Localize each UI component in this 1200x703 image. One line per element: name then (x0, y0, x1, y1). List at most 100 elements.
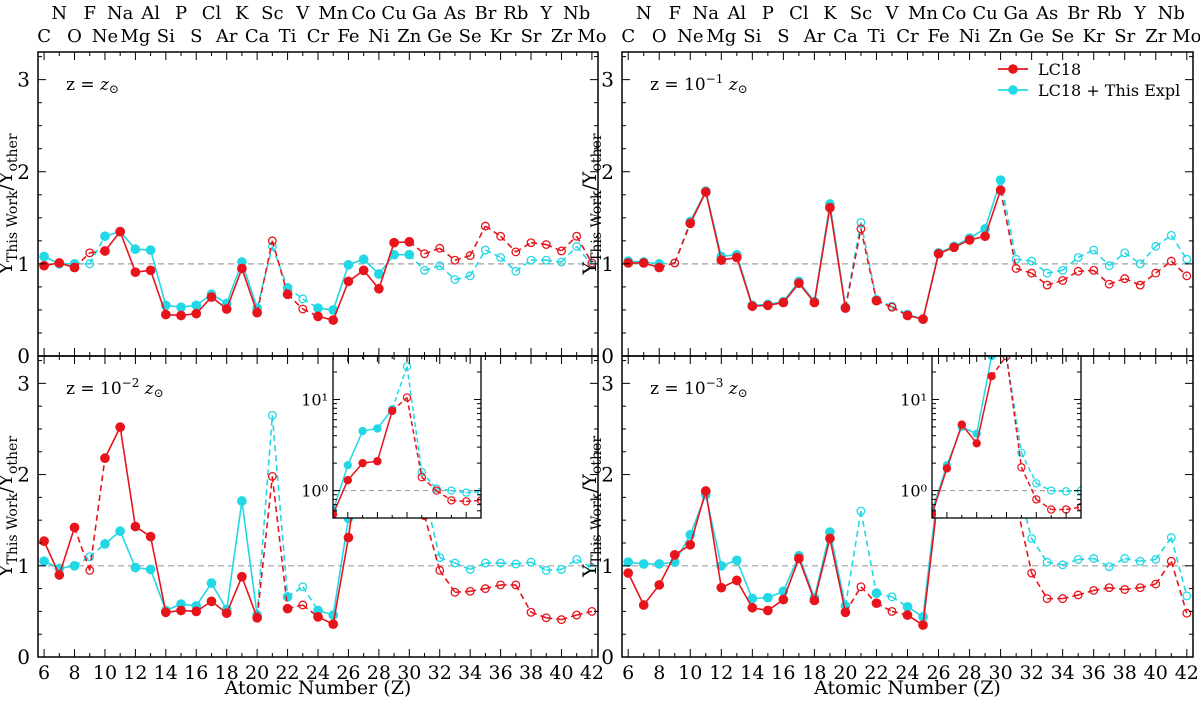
series-segment (225, 576, 243, 614)
data-point (572, 554, 582, 564)
series-segment (999, 190, 1017, 269)
data-point (557, 246, 566, 256)
series-segment (439, 556, 456, 564)
data-point (638, 559, 649, 569)
inset-segment (1005, 356, 1023, 468)
inset-segment (1035, 498, 1052, 511)
data-point (69, 522, 80, 533)
series-segment (485, 249, 501, 259)
data-point (856, 224, 866, 234)
data-point (1135, 259, 1145, 269)
element-symbol-top: Cu (381, 3, 406, 24)
ylabel-mid: /Y (0, 171, 17, 190)
series-segment (798, 558, 816, 601)
series-segment (1155, 260, 1172, 274)
element-symbol-top: K (235, 3, 249, 24)
inset-point (343, 475, 352, 485)
series-segment (332, 537, 350, 625)
element-symbol-top: P (762, 3, 774, 24)
data-point (1151, 579, 1161, 589)
panel-annotation: z = z⊙ (66, 75, 119, 96)
series-segment (546, 568, 562, 572)
data-point (763, 592, 773, 603)
data-point (85, 552, 95, 562)
data-point (130, 244, 141, 254)
series-segment (484, 225, 502, 237)
series-segment (58, 527, 76, 576)
legend-label: LC18 (1038, 60, 1081, 79)
xtick-label: 32 (428, 662, 452, 684)
element-symbol-top: Br (474, 3, 496, 24)
xtick-label: 22 (275, 662, 299, 684)
annotation-exponent: −2 (122, 376, 140, 390)
data-point (731, 575, 742, 586)
data-point (526, 255, 536, 265)
series-segment (149, 270, 167, 315)
data-point (450, 587, 460, 597)
inset-segment (975, 376, 993, 444)
data-point (358, 254, 369, 265)
xtick-label: 30 (397, 662, 421, 684)
data-point (526, 238, 536, 248)
element-symbol-bottom: O (652, 26, 667, 47)
inset-point (447, 486, 456, 495)
element-symbol-top: F (83, 3, 96, 24)
panel-annotation: z = 10−1 z⊙ (650, 72, 748, 96)
data-point (1011, 254, 1021, 264)
xtick-label: 8 (68, 662, 80, 684)
data-point (1058, 560, 1068, 570)
inset-background (932, 356, 1081, 518)
data-point (420, 249, 429, 259)
annotation-sun: ⊙ (109, 82, 119, 96)
data-point (871, 295, 882, 306)
data-point (541, 613, 551, 623)
ytick-label: 3 (17, 68, 30, 92)
xtick-label: 28 (367, 662, 391, 684)
series-segment (210, 582, 228, 610)
series-segment (515, 259, 532, 272)
inset-background (333, 356, 481, 518)
ytick-label: 0 (601, 645, 614, 669)
series-segment (439, 247, 456, 261)
data-point (374, 269, 384, 279)
data-point (282, 591, 293, 602)
data-point (980, 231, 990, 242)
data-point (1104, 562, 1114, 572)
data-point (1182, 591, 1192, 601)
series-segment (1016, 258, 1032, 262)
series-segment (271, 415, 289, 597)
series-segment (922, 253, 940, 320)
element-symbol-bottom: Ar (803, 26, 826, 47)
inset-point (373, 457, 382, 466)
inset-segment (436, 487, 452, 492)
x-axis-label: Atomic Number (Z) (224, 677, 412, 699)
series-group (623, 175, 1192, 325)
element-symbol-bottom: Kr (490, 26, 512, 47)
inset-ytick-label: 10¹ (900, 390, 927, 409)
series-segment (469, 249, 487, 277)
element-symbol-top: Nb (1158, 3, 1185, 24)
data-point (856, 217, 866, 227)
data-point (511, 559, 521, 569)
element-symbol-top: Na (693, 3, 720, 24)
element-symbol-top: Cu (972, 3, 997, 24)
series-segment (1077, 589, 1094, 596)
inset-segment (466, 499, 481, 503)
panel-annotation: z = 10−2 z⊙ (66, 376, 164, 400)
series-segment (1047, 561, 1063, 566)
inset-segment (406, 397, 423, 478)
data-point (420, 265, 429, 275)
inset-segment (376, 410, 393, 462)
inset-segment (333, 479, 349, 515)
inset-point (333, 510, 338, 518)
ylabel-mid: /Y (0, 474, 17, 493)
series-segment (1124, 586, 1141, 591)
data-point (623, 568, 634, 578)
ylabel-sub2: other (5, 133, 21, 171)
data-point (1166, 256, 1176, 266)
data-point (206, 292, 217, 302)
inset-ytick-label: 10¹ (301, 390, 328, 409)
data-point (794, 278, 804, 289)
series-segment (705, 191, 723, 261)
ytick-label: 1 (17, 554, 30, 578)
